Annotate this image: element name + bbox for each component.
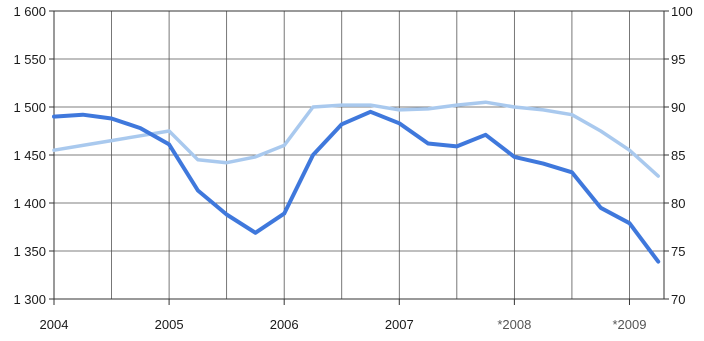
plot-frame xyxy=(53,10,665,300)
left-axis-tick-labels: 1 300 1 350 1 400 1 450 1 500 1 550 1 600 xyxy=(13,4,46,307)
series-line-primary xyxy=(52,109,661,264)
right-axis-tick-label: 75 xyxy=(671,244,685,259)
x-axis-tick-label: 2005 xyxy=(155,317,184,332)
right-axis-tick-label: 100 xyxy=(671,4,693,19)
series-line-secondary xyxy=(52,100,660,178)
left-axis-tick-label: 1 600 xyxy=(13,4,46,19)
x-axis-tick-label: 2006 xyxy=(270,317,299,332)
left-axis-tick-label: 1 450 xyxy=(13,148,46,163)
left-axis-tick-label: 1 300 xyxy=(13,292,46,307)
series-layer xyxy=(52,100,661,264)
x-axis-tick-label: *2008 xyxy=(497,317,531,332)
left-axis-tick-label: 1 550 xyxy=(13,52,46,67)
right-axis-tick-label: 80 xyxy=(671,196,685,211)
right-axis-tick-label: 90 xyxy=(671,100,685,115)
left-axis-tick-label: 1 350 xyxy=(13,244,46,259)
right-axis-tick-label: 70 xyxy=(671,292,685,307)
x-axis-tick-labels: 2004 2005 2006 2007 *2008 *2009 xyxy=(40,299,646,332)
x-axis-tick-label: 2007 xyxy=(385,317,414,332)
grid-lines xyxy=(49,10,669,300)
left-axis-tick-label: 1 400 xyxy=(13,196,46,211)
right-axis-tick-label: 95 xyxy=(671,52,685,67)
left-axis-tick-label: 1 500 xyxy=(13,100,46,115)
x-axis-tick-label: *2009 xyxy=(612,317,646,332)
x-axis-tick-label: 2004 xyxy=(40,317,69,332)
right-axis-tick-labels: 70 75 80 85 90 95 100 xyxy=(671,4,693,307)
right-axis-tick-label: 85 xyxy=(671,148,685,163)
